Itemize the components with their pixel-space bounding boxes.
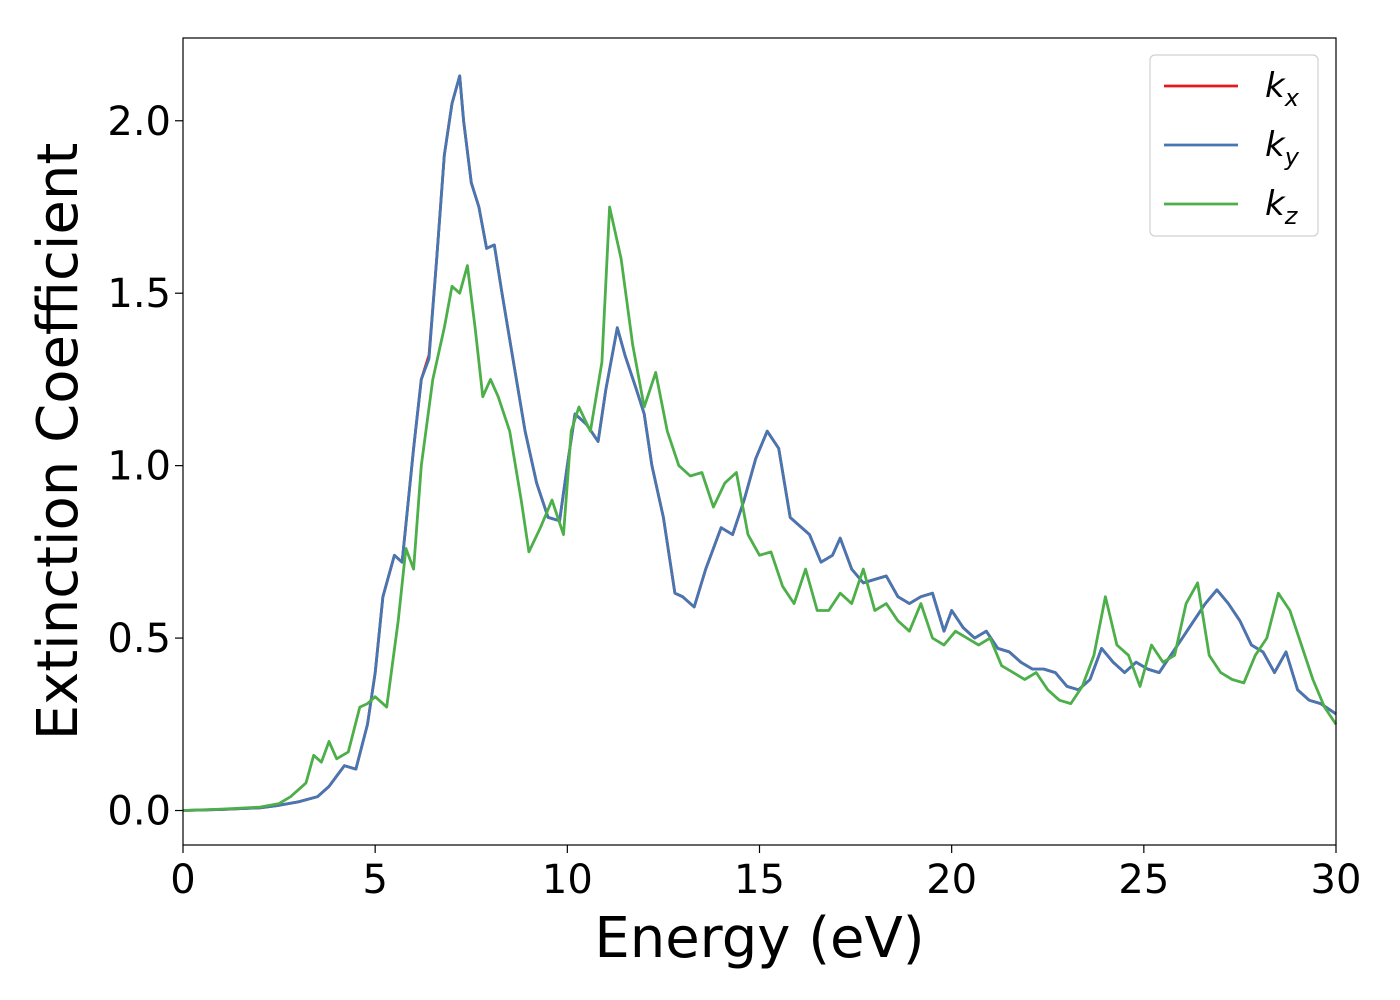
legend-label-kx: kx xyxy=(1265,66,1300,112)
y-axis-label: Extinction Coefficient xyxy=(26,143,91,741)
x-tick-label: 0 xyxy=(170,857,195,903)
x-tick-label: 5 xyxy=(362,857,387,903)
series-line-ky xyxy=(182,74,1337,812)
y-tick-label: 0.0 xyxy=(107,789,171,835)
legend-label-ky: ky xyxy=(1265,125,1300,171)
y-tick-label: 1.5 xyxy=(107,271,171,317)
x-tick-label: 30 xyxy=(1311,857,1362,903)
x-tick-label: 10 xyxy=(542,857,593,903)
x-tick-label: 25 xyxy=(1118,857,1169,903)
x-tick-label: 20 xyxy=(926,857,977,903)
y-axis-ticks: 0.0 0.5 1.0 1.5 2.0 xyxy=(107,99,183,835)
x-axis-label: Energy (eV) xyxy=(594,906,924,971)
y-tick-label: 0.5 xyxy=(107,616,171,662)
plot-lines xyxy=(182,74,1338,812)
y-tick-label: 2.0 xyxy=(107,99,171,145)
x-tick-label: 15 xyxy=(734,857,785,903)
y-tick-label: 1.0 xyxy=(107,444,171,490)
x-axis-ticks: 0 5 10 15 20 25 30 xyxy=(170,845,1361,903)
series-line-kz xyxy=(182,205,1338,812)
